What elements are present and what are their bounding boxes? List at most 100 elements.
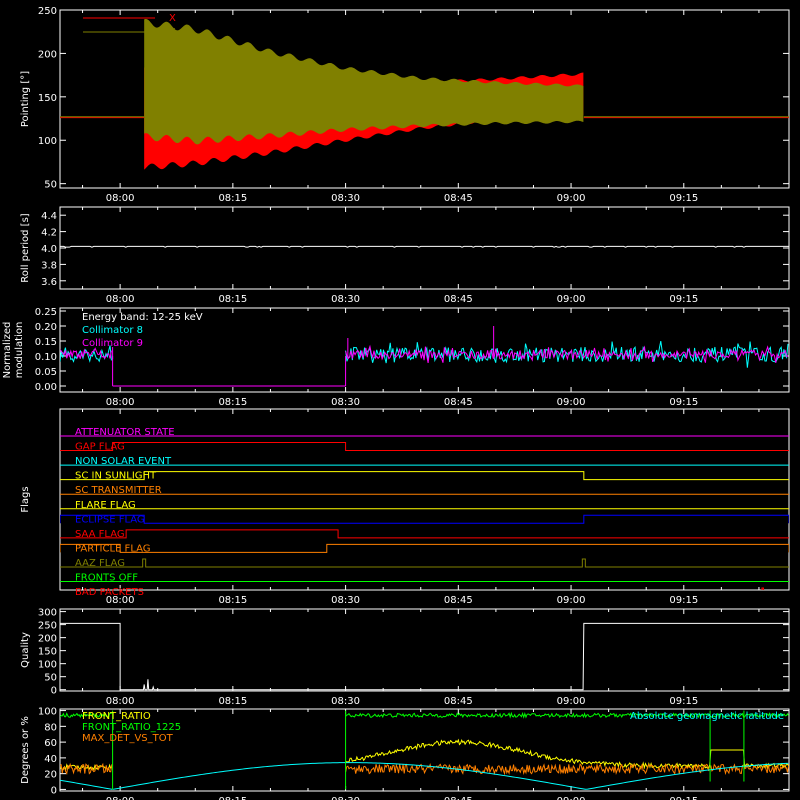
y-tick-label: 0.15: [35, 337, 57, 348]
flag-label: PARTICLE FLAG: [75, 543, 151, 554]
x-tick-label: 08:00: [106, 397, 135, 408]
x-tick-label: 08:00: [106, 696, 135, 707]
panel-frame-3: [59, 408, 790, 591]
y-axis-label: Roll period [s]: [20, 213, 31, 282]
panel-frame-5: [59, 708, 790, 792]
x-tick-label: 09:15: [669, 397, 698, 408]
legend-label: Collimator 9: [82, 338, 143, 349]
y-tick-label: 4.2: [41, 228, 57, 239]
x-tick-label: 08:15: [218, 796, 247, 800]
flag-label: SC IN SUNLIGHT: [75, 471, 157, 482]
flag-label: BAD PACKETS: [75, 587, 144, 598]
y-tick-label: 40: [44, 754, 57, 765]
legend-label: FRONT_RATIO_1225: [82, 722, 181, 733]
legend-label: X: [169, 13, 176, 24]
max-det-vs-tot-line: [60, 762, 113, 775]
panel-frame-4: [59, 608, 790, 692]
x-tick-label: 08:15: [218, 193, 247, 204]
max-det-vs-tot-line: [345, 763, 789, 776]
x-tick-label: 08:30: [331, 696, 360, 707]
pointing-plot: [60, 18, 789, 170]
quality-line: [60, 622, 789, 691]
y-tick-label: 0: [51, 686, 57, 697]
x-tick-label: 08:30: [331, 193, 360, 204]
x-tick-label: 09:00: [557, 595, 586, 606]
flag-line: [60, 471, 789, 481]
x-tick-label: 08:00: [106, 294, 135, 305]
y-tick-label: 250: [38, 6, 57, 17]
y-tick-label: 50: [44, 673, 57, 684]
x-tick-label: 09:15: [669, 193, 698, 204]
x-tick-label: 09:15: [669, 294, 698, 305]
x-tick-label: 08:45: [444, 696, 473, 707]
x-tick-label: 09:00: [557, 696, 586, 707]
flag-line: [60, 558, 789, 568]
legend-label: Absolute geomagnetic latitude: [630, 711, 784, 722]
flag-label: FRONTS OFF: [75, 573, 138, 584]
modulation-plot: [60, 326, 789, 387]
y-tick-label: 4.4: [41, 211, 57, 222]
y-tick-label: 150: [38, 93, 57, 104]
y-axis-label: Pointing [°]: [20, 71, 31, 127]
x-tick-label: 08:15: [218, 397, 247, 408]
modulation-collimator-9-line: [60, 347, 112, 360]
y-tick-label: 0.10: [35, 352, 57, 363]
modulation-legend-title: Energy band: 12-25 keV: [82, 312, 203, 323]
y-tick-label: 0: [51, 785, 57, 796]
x-tick-label: 09:00: [557, 796, 586, 800]
x-tick-label: 08:00: [106, 595, 135, 606]
y-tick-label: 250: [38, 621, 57, 632]
flag-label: ATTENUATOR STATE: [75, 427, 175, 438]
y-tick-label: 100: [38, 707, 57, 718]
y-tick-label: 200: [38, 49, 57, 60]
x-tick-label: 08:30: [331, 294, 360, 305]
flag-line: [761, 587, 764, 590]
flag-label: NON SOLAR EVENT: [75, 456, 172, 467]
y-tick-label: 50: [44, 180, 57, 191]
x-tick-label: 08:15: [218, 595, 247, 606]
modulation-collimator-9-line: [345, 344, 789, 364]
flag-line: [60, 514, 789, 524]
front-ratio-line: [345, 738, 789, 770]
modulation-collimator-8-line: [60, 345, 112, 363]
geomagnetic-latitude-line: [60, 762, 789, 790]
x-tick-label: 09:15: [669, 696, 698, 707]
x-tick-label: 08:45: [444, 595, 473, 606]
flag-label: GAP FLAG: [75, 442, 125, 453]
legend-label: Y: [168, 27, 176, 38]
legend-label: FRONT_RATIO: [82, 711, 151, 722]
y-tick-label: 0.05: [35, 367, 57, 378]
y-tick-label: 0.20: [35, 322, 57, 333]
panel-frame-0: [59, 9, 790, 189]
y-axis-label: Normalized: [2, 322, 13, 379]
x-tick-label: 08:30: [331, 595, 360, 606]
y-axis-label: Quality: [20, 632, 31, 668]
x-tick-label: 08:00: [106, 796, 135, 800]
y-tick-label: 300: [38, 608, 57, 619]
panel-frame-1: [59, 206, 790, 290]
x-tick-label: 08:15: [218, 294, 247, 305]
y-tick-label: 100: [38, 660, 57, 671]
x-tick-label: 08:45: [444, 294, 473, 305]
front-ratio-1225-line: [60, 712, 112, 719]
x-tick-label: 08:30: [331, 796, 360, 800]
x-tick-label: 08:45: [444, 193, 473, 204]
y-tick-label: 200: [38, 634, 57, 645]
x-tick-label: 08:30: [331, 397, 360, 408]
y-tick-label: 0.00: [35, 382, 57, 393]
y-axis-label: Degrees or %: [20, 716, 31, 784]
y-tick-label: 60: [44, 738, 57, 749]
ratios-plot: [60, 710, 789, 790]
legend-label: MAX_DET_VS_TOT: [82, 733, 174, 744]
flags-plot: [60, 435, 789, 590]
flag-label: SAA FLAG: [75, 529, 125, 540]
y-tick-label: 100: [38, 136, 57, 147]
x-tick-label: 08:00: [106, 193, 135, 204]
y-tick-label: 3.6: [41, 277, 57, 288]
flag-label: SC TRANSMITTER: [75, 485, 162, 496]
front-ratio-1225-line: [345, 711, 789, 719]
flag-label: FLARE FLAG: [75, 500, 136, 511]
y-tick-label: 0.25: [35, 307, 57, 318]
y-axis-label: modulation: [14, 322, 25, 379]
x-tick-label: 09:00: [557, 294, 586, 305]
